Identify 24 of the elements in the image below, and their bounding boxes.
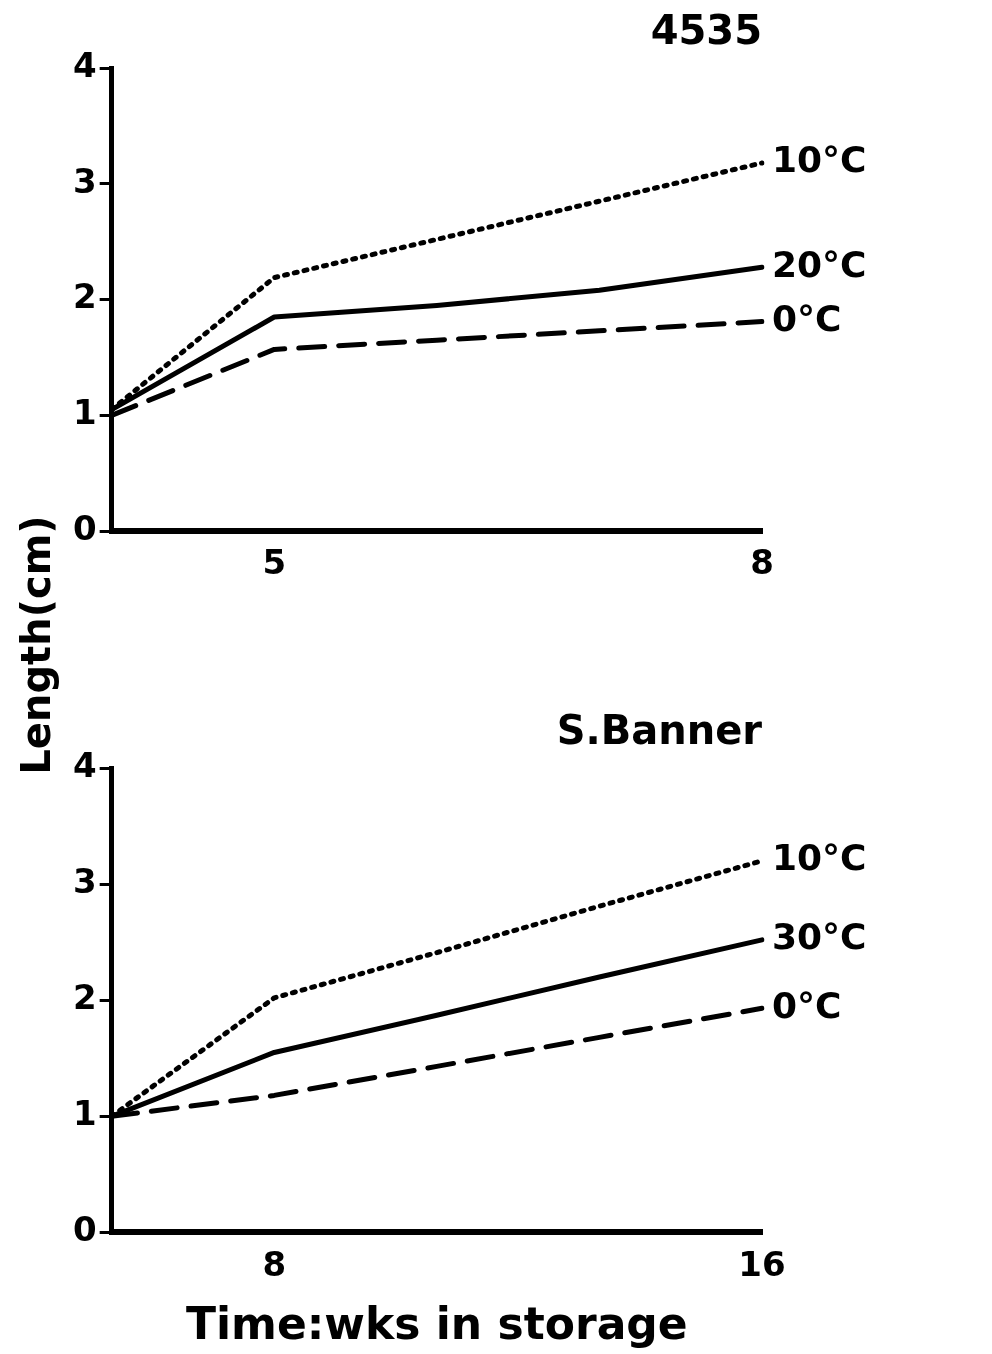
chart-title: S.Banner [556, 707, 763, 754]
y-tick-label: 4 [72, 44, 97, 85]
x-tick-label: 8 [750, 542, 774, 583]
series-label: 0°C [772, 984, 842, 1026]
x-tick-label: 8 [262, 1243, 287, 1284]
y-tick-label: 0 [72, 1209, 97, 1250]
y-tick-label: 2 [72, 977, 97, 1018]
y-axis-title: Length(cm) [13, 515, 59, 775]
y-tick-label: 1 [72, 392, 97, 433]
y-tick-label: 2 [72, 276, 97, 317]
y-tick-label: 0 [72, 508, 97, 549]
chart-title: 4535 [650, 7, 762, 54]
y-tick-label: 4 [72, 744, 97, 785]
series-label: 0°C [772, 297, 842, 339]
y-tick-label: 3 [72, 860, 97, 901]
y-tick-label: 1 [72, 1093, 97, 1134]
series-label: 10°C [772, 837, 867, 879]
series-label: 20°C [772, 243, 867, 285]
x-tick-label: 16 [738, 1243, 786, 1284]
y-tick-label: 3 [72, 160, 97, 201]
series-label: 10°C [772, 139, 867, 181]
x-tick-label: 5 [262, 542, 287, 583]
x-axis-title: Time:wks in storage [185, 1298, 688, 1350]
series-label: 30°C [772, 916, 867, 958]
